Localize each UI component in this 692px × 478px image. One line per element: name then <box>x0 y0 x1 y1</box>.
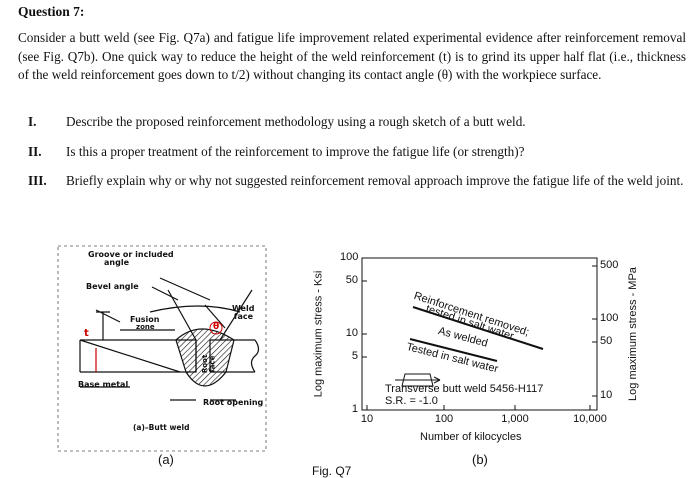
sketch-label: face <box>234 312 254 321</box>
sketch-label: face <box>208 355 217 373</box>
sketch-label: t <box>84 328 89 339</box>
figure-label: (a) <box>158 452 174 467</box>
y-tick-label: 100 <box>340 251 359 263</box>
sketch-label: angle <box>104 258 129 267</box>
specimen-icon <box>395 373 441 387</box>
item-num: II. <box>28 144 42 159</box>
item-num: III. <box>28 173 47 188</box>
y-tick-label: 10 <box>345 327 358 339</box>
sketch-label: Groove or included <box>88 250 174 259</box>
sketch-label: zone <box>136 323 155 331</box>
y-tick-label: 50 <box>345 274 358 286</box>
curves <box>409 306 544 362</box>
x-tick-label: 1,000 <box>501 413 529 425</box>
x-tick-label: 10,000 <box>573 413 607 425</box>
theta-circle <box>209 321 223 335</box>
y-tick-label: 5 <box>351 350 358 362</box>
y2-tick-label: 500 <box>600 259 619 271</box>
y2-tick-label: 100 <box>600 312 619 324</box>
x-tick-label: 10 <box>360 413 374 425</box>
item-num: I. <box>28 114 37 129</box>
y-tick-label: 1 <box>351 403 358 415</box>
sketch-label: Root opening <box>203 398 264 407</box>
item-text: Describe the proposed reinforcement meth… <box>66 114 526 129</box>
sketch-label: Bevel angle <box>86 282 139 291</box>
annotation: S.R. = -1.0 <box>385 395 438 407</box>
item-text: Briefly explain why or why not suggested… <box>66 173 684 188</box>
question-title: Question 7: <box>18 4 85 19</box>
figure-caption: Fig. Q7 <box>312 464 352 478</box>
sketch-label: θ <box>213 322 220 332</box>
y-axis-label: Log maximum stress - Ksi <box>312 270 325 398</box>
figure-label: (b) <box>472 452 488 467</box>
paragraph: Consider a butt weld (see Fig. Q7a) and … <box>18 30 686 82</box>
weld-sketch <box>79 277 260 401</box>
sketch-label: Weld <box>232 304 255 313</box>
x-tick-label: 100 <box>434 413 454 425</box>
sketch-label: Base metal <box>78 380 129 389</box>
y2-tick-label: 10 <box>600 389 613 401</box>
annotation: Transverse butt weld 5456-H117 <box>385 383 544 395</box>
x-axis-label: Number of kilocycles <box>420 431 522 443</box>
y2-axis-label: Log maximum stress - MPa <box>626 267 639 401</box>
sketch-frame <box>57 245 267 452</box>
y2-tick-label: 50 <box>600 335 613 347</box>
item-text: Is this a proper treatment of the reinfo… <box>66 144 525 159</box>
sketch-label: Fusion <box>130 315 160 324</box>
sketch-caption: (a)–Butt weld <box>133 423 190 432</box>
